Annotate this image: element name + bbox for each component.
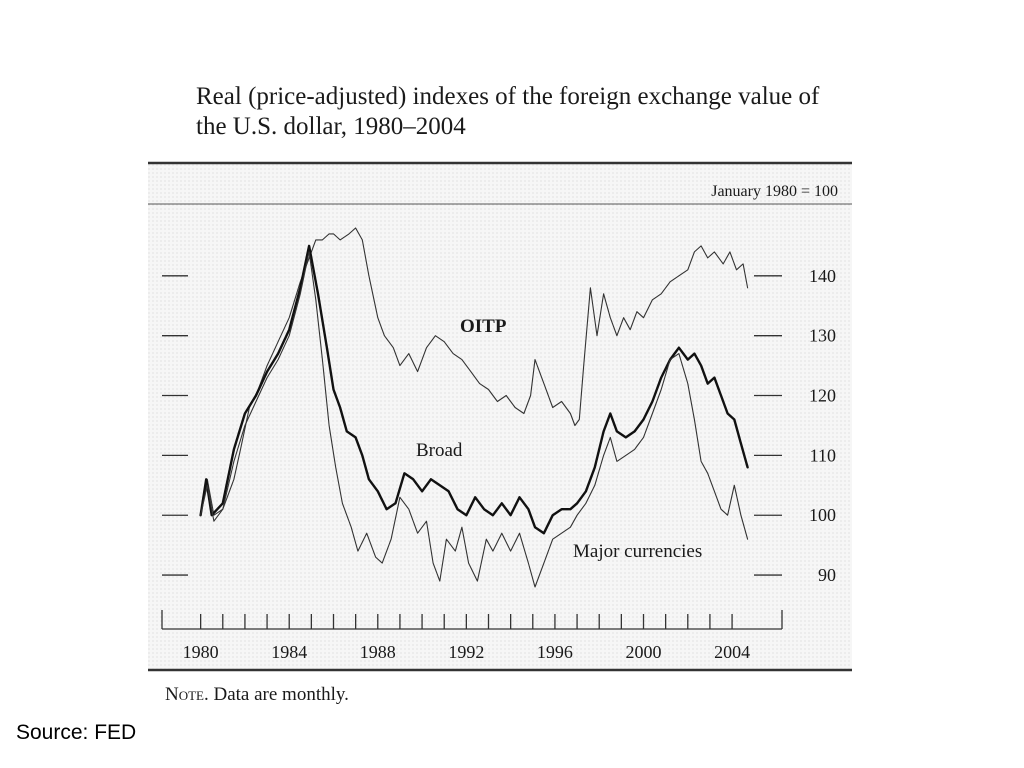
x-tick-label-2004: 2004 <box>714 642 750 662</box>
annotation-broad: Broad <box>416 440 463 461</box>
x-axis: 1980 1984 1988 1992 1996 2000 2004 <box>161 610 783 662</box>
chart-note: Note. Data are monthly. <box>165 684 349 706</box>
note-text: Data are monthly. <box>213 684 349 705</box>
annotation-major-currencies: Major currencies <box>573 541 702 562</box>
y-axis: 90 100 110 120 130 140 <box>162 266 836 585</box>
unit-note: January 1980 = 100 <box>711 183 838 200</box>
chart-background <box>148 162 852 670</box>
x-tick-label-1984: 1984 <box>271 642 307 662</box>
series-line-major-currencies <box>200 251 749 588</box>
plot-lines <box>199 227 749 588</box>
series-line-broad <box>199 244 749 535</box>
annotation-oitp: OITP <box>460 316 507 337</box>
chart-panel: January 1980 = 100 90 100 110 120 130 140 198… <box>148 160 852 672</box>
y-tick-label-90: 90 <box>818 565 836 585</box>
x-tick-label-1988: 1988 <box>360 642 396 662</box>
y-tick-label-100: 100 <box>809 505 836 525</box>
y-tick-label-130: 130 <box>809 326 836 346</box>
y-tick-label-110: 110 <box>810 445 836 465</box>
chart-svg: January 1980 = 100 90 100 110 120 130 140 198… <box>148 161 852 672</box>
y-tick-label-120: 120 <box>809 386 836 406</box>
x-tick-label-1980: 1980 <box>183 642 219 662</box>
y-tick-label-140: 140 <box>809 266 836 286</box>
note-prefix: Note. <box>165 684 209 705</box>
chart-title: Real (price-adjusted) indexes of the for… <box>196 83 820 140</box>
x-tick-label-1992: 1992 <box>448 642 484 662</box>
x-tick-label-1996: 1996 <box>537 642 573 662</box>
source-label: Source: FED <box>16 721 137 744</box>
x-tick-label-2000: 2000 <box>626 642 662 662</box>
